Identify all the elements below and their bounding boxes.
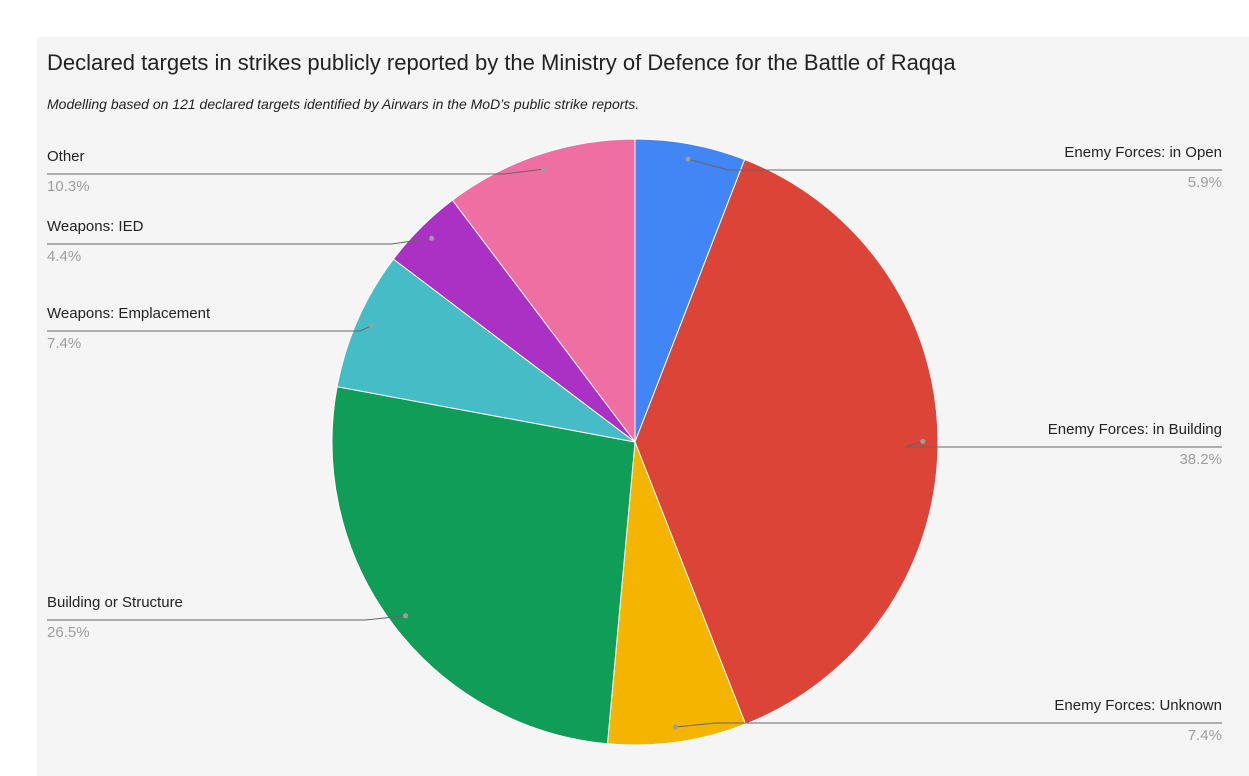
chart-title: Declared targets in strikes publicly rep… <box>47 50 956 75</box>
leader-dot-building-or-structure <box>403 613 408 619</box>
pie-slice-weapons-emplacement <box>336 258 636 443</box>
leader-line-building-or-structure <box>47 615 406 621</box>
slice-percent-enemy-forces-unknown: 7.4% <box>1188 727 1222 744</box>
slice-percent-building-or-structure: 26.5% <box>47 624 90 641</box>
slice-label-weapons-emplacement: Weapons: Emplacement <box>47 305 211 322</box>
leader-line-other <box>47 168 544 175</box>
slice-label-enemy-forces-in-building: Enemy Forces: in Building <box>1048 421 1222 438</box>
slice-label-enemy-forces-in-open: Enemy Forces: in Open <box>1064 144 1222 161</box>
slice-label-building-or-structure: Building or Structure <box>47 594 183 611</box>
leader-dot-enemy-forces-unknown <box>673 724 678 730</box>
slice-label-other: Other <box>47 148 85 165</box>
leader-dot-enemy-forces-in-open <box>685 156 691 162</box>
slice-percent-enemy-forces-in-building: 38.2% <box>1179 451 1222 468</box>
leader-line-enemy-forces-unknown <box>675 722 1222 728</box>
pie-slice-enemy-forces-in-building <box>634 158 939 725</box>
chart-subtitle: Modelling based on 121 declared targets … <box>47 96 640 112</box>
leader-dot-weapons-emplacement <box>369 323 375 329</box>
pie-slice-other <box>451 138 636 444</box>
slice-percent-enemy-forces-in-open: 5.9% <box>1188 174 1222 191</box>
slice-percent-weapons-emplacement: 7.4% <box>47 335 81 352</box>
leader-line-enemy-forces-in-open <box>687 158 1222 171</box>
slice-label-weapons-ied: Weapons: IED <box>47 218 144 235</box>
leader-dot-weapons-ied <box>429 235 435 241</box>
leader-dot-other <box>541 166 547 172</box>
slice-label-enemy-forces-unknown: Enemy Forces: Unknown <box>1054 697 1222 714</box>
slice-percent-weapons-ied: 4.4% <box>47 248 81 265</box>
leader-dot-enemy-forces-in-building <box>920 439 926 444</box>
pie-slice-enemy-forces-unknown <box>606 441 747 746</box>
pie-slice-building-or-structure <box>331 386 636 745</box>
leader-line-enemy-forces-in-building <box>904 441 1222 448</box>
leader-line-weapons-ied <box>47 237 432 245</box>
slice-percent-other: 10.3% <box>47 178 90 195</box>
leader-line-weapons-emplacement <box>47 325 372 332</box>
